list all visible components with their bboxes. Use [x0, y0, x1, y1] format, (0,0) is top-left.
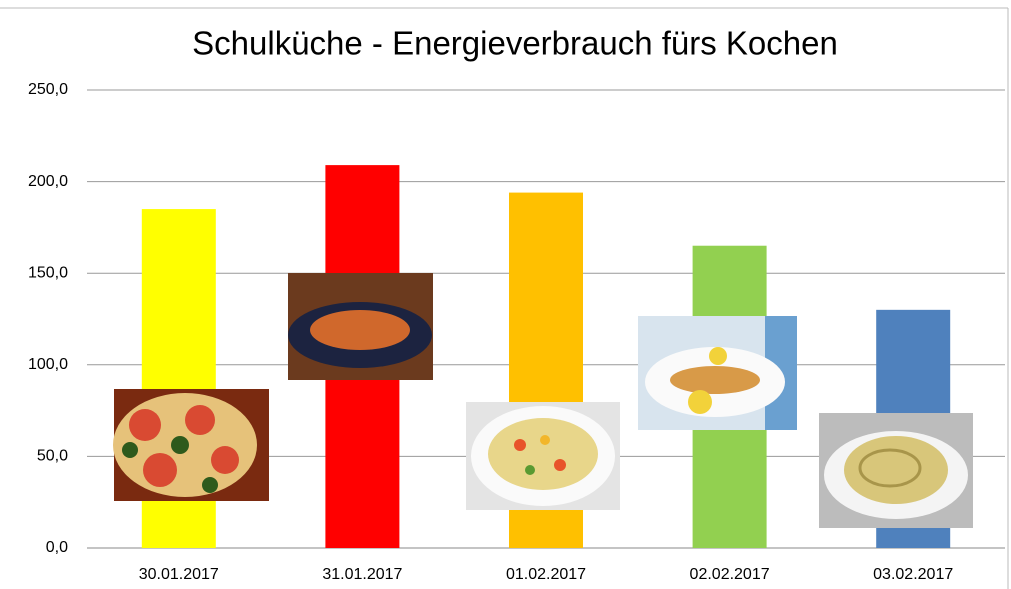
- x-tick-label: 02.02.2017: [690, 566, 770, 583]
- y-tick-label: 0,0: [46, 539, 68, 556]
- x-tick-label: 30.01.2017: [139, 566, 219, 583]
- photo-spaghetti: [819, 413, 973, 528]
- y-tick-label: 200,0: [28, 173, 68, 190]
- photo-rice: [466, 402, 620, 510]
- chart-title: Schulküche - Energieverbrauch fürs Koche…: [192, 25, 838, 62]
- photo-pasta: [288, 273, 433, 380]
- photo-pizza: [113, 389, 269, 501]
- y-tick-label: 250,0: [28, 81, 68, 98]
- y-tick-label: 150,0: [28, 264, 68, 281]
- x-tick-label: 01.02.2017: [506, 566, 586, 583]
- y-tick-label: 50,0: [37, 448, 68, 465]
- photo-fish: [638, 316, 797, 430]
- y-tick-label: 100,0: [28, 356, 68, 373]
- chart: Schulküche - Energieverbrauch fürs Koche…: [0, 0, 1011, 589]
- x-tick-label: 31.01.2017: [322, 566, 402, 583]
- x-tick-label: 03.02.2017: [873, 566, 953, 583]
